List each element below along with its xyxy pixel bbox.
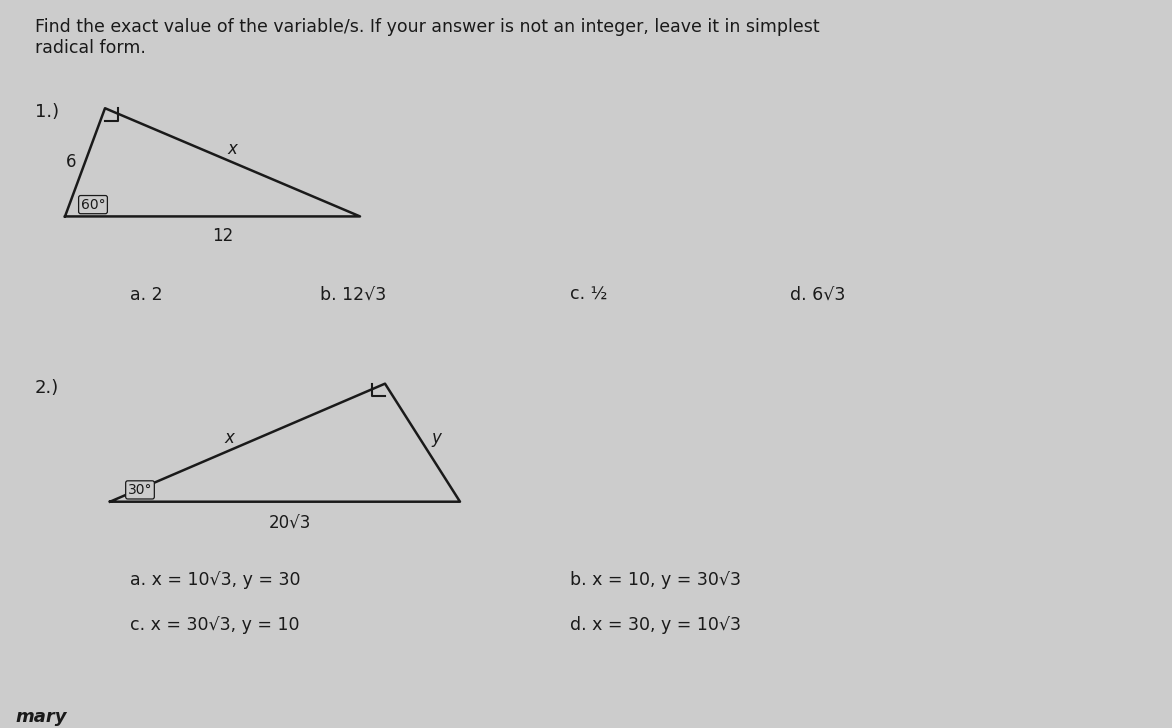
Text: b. x = 10, y = 30√3: b. x = 10, y = 30√3 (570, 571, 741, 590)
Text: 2.): 2.) (35, 379, 60, 397)
Text: y: y (431, 429, 442, 447)
Text: d. 6√3: d. 6√3 (790, 286, 845, 304)
Text: c. ½: c. ½ (570, 286, 607, 304)
Text: x: x (227, 140, 238, 157)
Text: x: x (225, 429, 234, 447)
Text: 30°: 30° (128, 483, 152, 497)
Text: 1.): 1.) (35, 103, 59, 122)
Text: 60°: 60° (81, 197, 105, 212)
Text: 12: 12 (212, 227, 233, 245)
Text: b. 12√3: b. 12√3 (320, 286, 387, 304)
Text: Find the exact value of the variable/s. If your answer is not an integer, leave : Find the exact value of the variable/s. … (35, 17, 819, 36)
Text: mary: mary (15, 708, 67, 727)
Text: c. x = 30√3, y = 10: c. x = 30√3, y = 10 (130, 616, 300, 633)
Text: radical form.: radical form. (35, 39, 145, 58)
Text: a. 2: a. 2 (130, 286, 163, 304)
Text: 20√3: 20√3 (268, 515, 312, 532)
Text: a. x = 10√3, y = 30: a. x = 10√3, y = 30 (130, 571, 300, 590)
Text: 6: 6 (66, 154, 76, 171)
Text: d. x = 30, y = 10√3: d. x = 30, y = 10√3 (570, 616, 741, 633)
